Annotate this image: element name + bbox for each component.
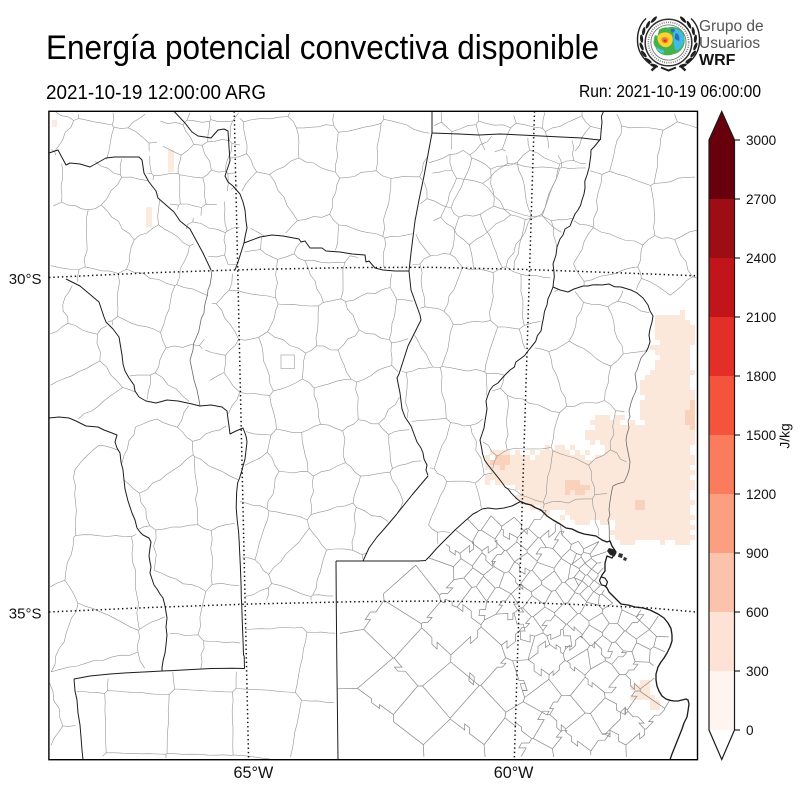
svg-text:2100: 2100 [746,310,777,325]
svg-text:Grupo de: Grupo de [699,18,764,35]
svg-text:1500: 1500 [746,428,777,443]
svg-text:60°W: 60°W [494,764,534,782]
svg-text:900: 900 [746,546,769,561]
svg-text:2021-10-19 12:00:00 ARG: 2021-10-19 12:00:00 ARG [46,81,266,104]
svg-text:Energía potencial convectiva d: Energía potencial convectiva disponible [46,29,599,67]
svg-text:35°S: 35°S [9,605,42,622]
svg-text:3000: 3000 [746,133,777,148]
svg-text:J/kg: J/kg [778,423,793,448]
svg-text:WRF: WRF [699,52,736,69]
svg-text:300: 300 [746,664,769,679]
svg-text:1800: 1800 [746,369,777,384]
svg-text:Usuarios: Usuarios [699,35,760,52]
svg-text:0: 0 [746,723,754,738]
svg-text:30°S: 30°S [9,271,42,288]
svg-text:1200: 1200 [746,487,777,502]
svg-text:Run: 2021-10-19 06:00:00: Run: 2021-10-19 06:00:00 [579,81,761,101]
svg-text:600: 600 [746,605,769,620]
svg-text:2400: 2400 [746,251,777,266]
svg-text:2700: 2700 [746,192,777,207]
svg-text:65°W: 65°W [234,764,274,782]
